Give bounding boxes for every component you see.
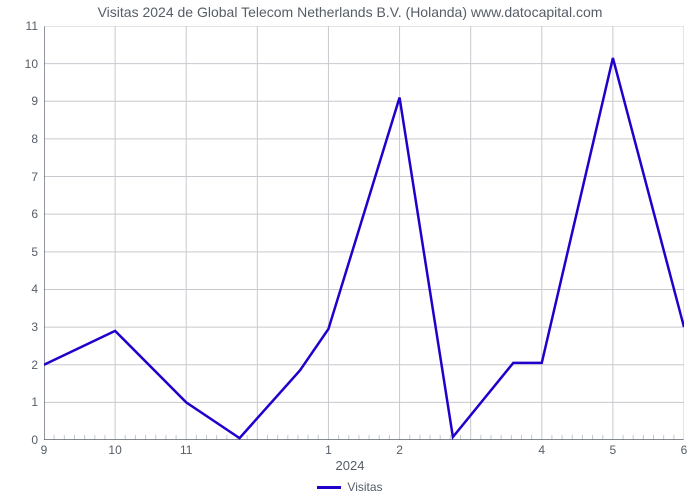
plot-area: [44, 26, 684, 440]
y-tick-label: 10: [25, 57, 38, 71]
y-tick-label: 9: [31, 94, 38, 108]
chart-title: Visitas 2024 de Global Telecom Netherlan…: [0, 4, 700, 20]
y-tick-label: 6: [31, 207, 38, 221]
y-tick-label: 5: [31, 245, 38, 259]
x-tick-label: 10: [105, 443, 125, 457]
legend-text: Visitas: [347, 480, 382, 494]
x-tick-label: 9: [34, 443, 54, 457]
y-tick-label: 3: [31, 320, 38, 334]
legend-swatch: [317, 486, 341, 489]
x-tick-label: 1: [318, 443, 338, 457]
x-tick-label: 2: [390, 443, 410, 457]
y-tick-label: 4: [31, 282, 38, 296]
legend: Visitas: [0, 479, 700, 494]
y-tick-label: 11: [26, 19, 38, 33]
y-tick-label: 1: [31, 395, 38, 409]
x-axis-label: 2024: [0, 458, 700, 473]
x-tick-label: 4: [532, 443, 552, 457]
x-tick-label: 11: [176, 443, 196, 457]
chart-container: Visitas 2024 de Global Telecom Netherlan…: [0, 0, 700, 500]
y-tick-label: 2: [31, 358, 38, 372]
x-tick-label: 6: [674, 443, 694, 457]
y-tick-label: 8: [31, 132, 38, 146]
x-tick-label: 5: [603, 443, 623, 457]
y-tick-label: 7: [31, 170, 38, 184]
